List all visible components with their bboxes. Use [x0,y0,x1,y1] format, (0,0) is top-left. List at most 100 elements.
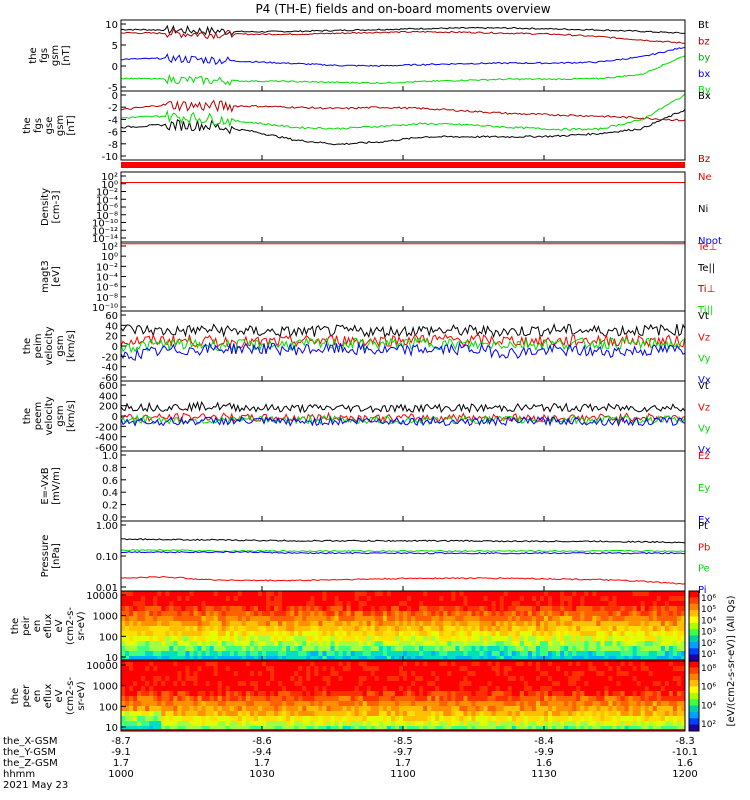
spectrogram-cell [419,591,424,597]
spectrogram-cell [604,661,609,667]
y-tick-label: 600 [99,381,118,392]
spectrogram-cell [616,706,621,712]
spectrogram-cell [221,651,227,657]
spectrogram-cell [479,726,484,732]
spectrogram-cell [181,726,186,732]
spectrogram-cell [415,716,420,722]
spectrogram-cell [560,726,565,732]
spectrogram-cell [668,596,674,602]
spectrogram-cell [596,606,601,612]
spectrogram-cell [189,616,194,622]
spectrogram-cell [141,611,146,617]
spectrogram-cell [366,621,372,627]
spectrogram-cell [644,661,650,667]
spectrogram-cell [394,616,400,622]
spectrogram-cell [447,651,452,657]
spectrogram-cell [266,671,271,677]
spectrogram-cell [282,656,287,662]
spectrogram-cell [632,611,638,617]
spectrogram-cell [346,686,352,692]
y-axis-label: gsm [50,45,61,66]
spectrogram-cell [354,701,360,707]
spectrogram-cell [652,726,658,732]
spectrogram-cell [129,711,134,717]
spectrogram-cell [237,641,243,647]
spectrogram-cell [411,656,416,662]
spectrogram-cell [616,661,621,667]
spectrogram-cell [523,616,529,622]
spectrogram-cell [286,706,291,712]
y-axis-label: the [10,688,21,704]
spectrogram-cell [544,636,549,642]
spectrogram-cell [415,591,420,597]
spectrogram-cell [213,686,219,692]
spectrogram-cell [330,721,335,727]
y-tick-label: 20 [105,332,118,343]
spectrogram-cell [531,651,537,657]
spectrogram-cell [141,666,146,672]
spectrogram-cell [592,636,597,642]
spectrogram-cell [378,601,384,607]
spectrogram-cell [121,631,126,637]
spectrogram-cell [636,641,642,647]
y-tick-label: 400 [99,391,118,402]
spectrogram-cell [596,591,601,597]
spectrogram-cell [318,621,323,627]
y-tick-label: 10⁰ [101,180,118,191]
spectrogram-cell [620,646,625,652]
spectrogram-cell [624,646,629,652]
spectrogram-cell [604,671,609,677]
spectrogram-cell [403,666,408,672]
spectrogram-cell [326,641,331,647]
spectrogram-cell [169,626,174,632]
spectrogram-cell [576,661,581,667]
spectrogram-cell [443,591,448,597]
spectrogram-cell [209,656,215,662]
spectrogram-cell [133,646,138,652]
spectrogram-cell [326,676,331,682]
spectrogram-cell [314,726,319,732]
spectrogram-cell [221,666,227,672]
spectrogram-cell [531,726,537,732]
spectrogram-cell [539,606,545,612]
series-by-line [120,47,686,68]
spectrogram-cell [310,636,315,642]
spectrogram-cell [350,661,356,667]
spectrogram-cell [475,641,480,647]
spectrogram-cell [370,661,376,667]
spectrogram-cell [588,726,593,732]
spectrogram-cell [382,691,388,697]
spectrogram-cell [548,646,553,652]
legend-entry: Vz [698,402,710,413]
spectrogram-cell [423,726,428,732]
spectrogram-cell [572,671,577,677]
spectrogram-cell [584,641,589,647]
spectrogram-cell [181,606,186,612]
spectrogram-cell [676,696,682,702]
spectrogram-cell [153,646,158,652]
spectrogram-cell [568,631,573,637]
spectrogram-cell [531,591,537,597]
spectrogram-cell [141,641,146,647]
spectrogram-cell [511,671,517,677]
spectrogram-cell [173,591,178,597]
spectrogram-cell [644,726,650,732]
spectrogram-cell [608,656,613,662]
spectrogram-cell [415,631,420,637]
spectrogram-cell [225,631,231,637]
spectrogram-cell [672,616,678,622]
spectrogram-cell [157,626,162,632]
spectrogram-cell [221,701,227,707]
spectrogram-cell [141,651,146,657]
spectrogram-cell [249,626,255,632]
spectrogram-cell [266,726,271,732]
spectrogram-cell [298,696,303,702]
spectrogram-cell [495,616,501,622]
spectrogram-cell [539,656,545,662]
spectrogram-cell [644,621,650,627]
spectrogram-cell [564,721,569,727]
spectrogram-cell [531,666,537,672]
spectrogram-cell [165,656,170,662]
spectrogram-cell [382,721,388,727]
spectrogram-cell [644,596,650,602]
